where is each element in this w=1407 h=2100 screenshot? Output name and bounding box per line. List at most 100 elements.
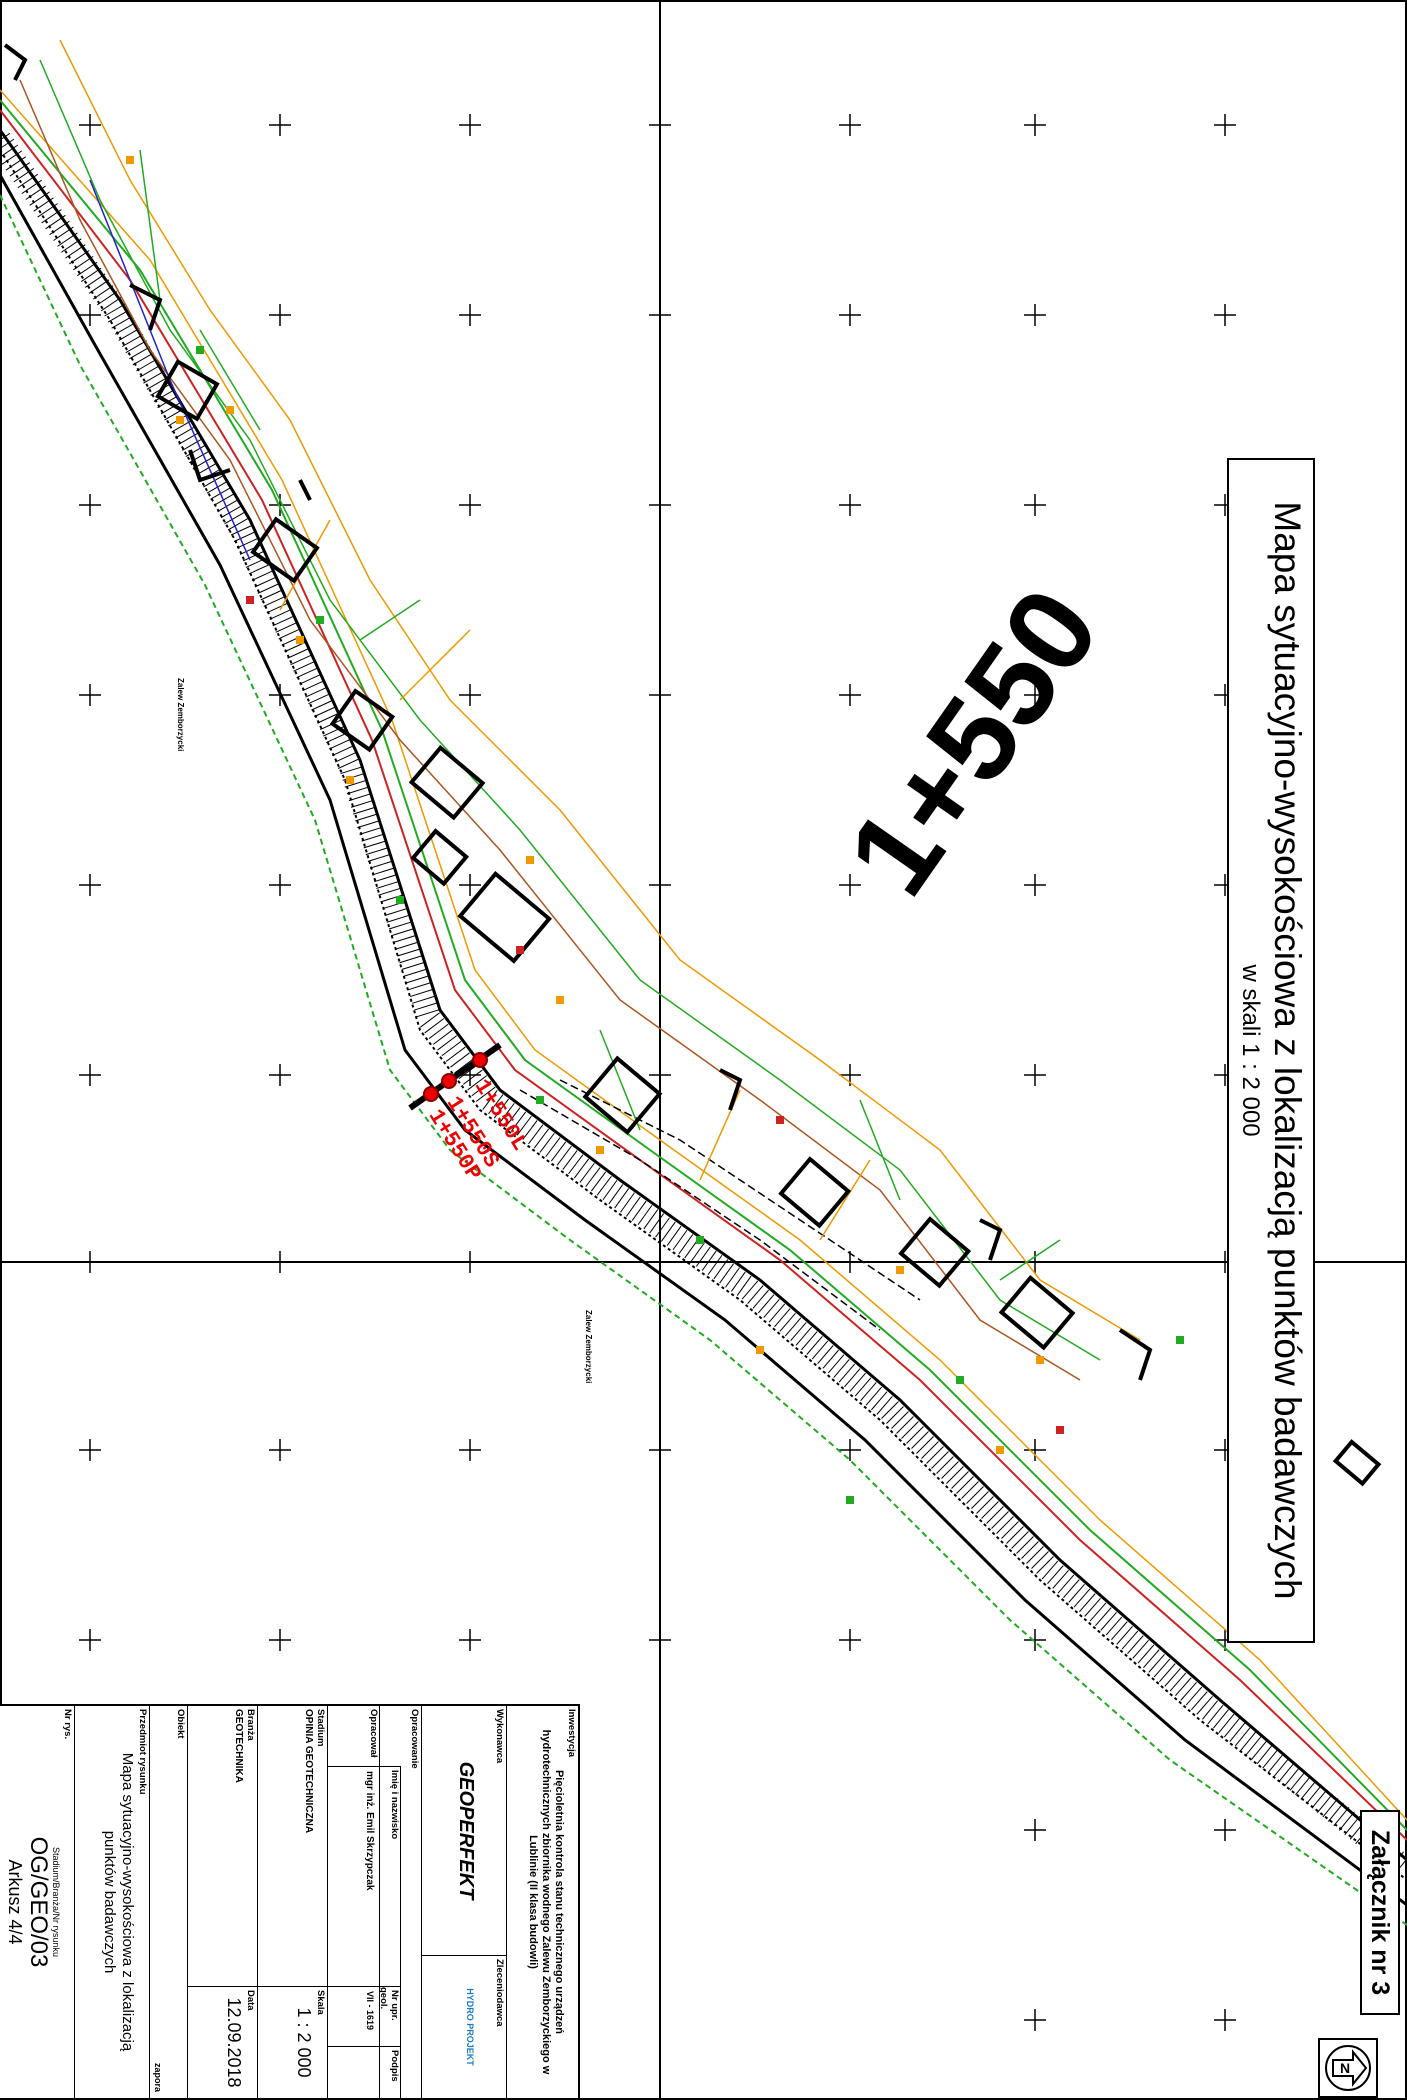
hatch-tick: [242, 550, 266, 562]
hatch-tick: [1240, 1731, 1257, 1751]
hatch-tick: [707, 1254, 723, 1276]
hatch-tick: [21, 179, 42, 195]
hatch-tick: [768, 1303, 786, 1323]
hatch-tick: [77, 261, 98, 277]
hatch-tick: [260, 589, 283, 601]
hatch-tick: [996, 1516, 1014, 1534]
map-scale: w skali 1 : 2 000: [1237, 964, 1264, 1137]
hatch-tick: [69, 250, 90, 265]
hatch-tick: [545, 1137, 561, 1158]
hatch-tick: [311, 699, 334, 711]
grid-cross: [839, 684, 861, 706]
hatch-tick: [1295, 1775, 1311, 1796]
hatch-tick: [399, 955, 423, 964]
hatch-tick: [230, 524, 254, 536]
survey-marker: [296, 636, 304, 644]
hatch-tick: [1229, 1722, 1246, 1742]
hatch-tick: [1036, 1556, 1054, 1574]
hatch-tick: [269, 608, 292, 620]
survey-marker: [696, 1236, 704, 1244]
grid-cross: [1024, 494, 1046, 516]
tb-subject: Mapa sytuacyjno-wysokościowa z lokalizac…: [101, 1752, 136, 2052]
hatch-tick: [1316, 1793, 1333, 1813]
hatch-tick: [441, 1040, 462, 1057]
map-title-box: Mapa sytuacyjno-wysokościowa z lokalizac…: [1227, 458, 1315, 1643]
hatch-tick: [795, 1326, 813, 1346]
hatch-tick: [405, 975, 429, 984]
grid-cross: [269, 1439, 291, 1461]
hatch-tick: [412, 995, 436, 1004]
hatch-tick: [1251, 1740, 1268, 1760]
survey-marker: [126, 156, 134, 164]
hatch-tick: [620, 1192, 635, 1213]
grid-cross: [649, 1439, 671, 1461]
borehole-1550l: [472, 1052, 488, 1068]
hatch-tick: [568, 1154, 584, 1175]
hatch-tick: [153, 389, 176, 402]
hatch-tick: [334, 751, 358, 763]
hatch-tick: [871, 1391, 888, 1411]
north-arrow-icon: N: [1318, 2038, 1378, 2098]
hatch-tick: [881, 1401, 899, 1419]
hatch-tick: [643, 1209, 659, 1230]
hatch-tick: [1111, 1621, 1128, 1641]
hatch-tick: [96, 291, 118, 306]
hatch-tick: [916, 1436, 934, 1454]
hatch-tick: [672, 1229, 688, 1251]
hatch-tick: [562, 1150, 578, 1170]
hatch-tick: [384, 907, 408, 916]
survey-marker: [756, 1346, 764, 1354]
hatch-tick: [432, 1029, 453, 1045]
hatch-tick: [539, 1132, 555, 1153]
hatch-tick: [308, 693, 331, 705]
hatch-tick: [359, 826, 383, 835]
hatch-tick: [378, 887, 402, 896]
hatch-tick: [701, 1250, 717, 1271]
hatch-tick: [1159, 1663, 1176, 1683]
tb-contractor: GEOPERFEKT: [455, 1761, 477, 1900]
hatch-tick: [891, 1411, 909, 1429]
hatch-tick: [1284, 1767, 1301, 1787]
hatch-tick: [353, 806, 377, 815]
hatch-tick: [25, 185, 46, 200]
hatch-tick: [1289, 1771, 1306, 1791]
hatch-tick: [125, 340, 147, 354]
hatch-tick: [5, 156, 27, 171]
hatch-tick: [139, 364, 161, 378]
hatch-tick: [181, 438, 204, 451]
grid-cross: [269, 1629, 291, 1651]
hatch-tick: [961, 1481, 979, 1499]
hatch-tick: [926, 1446, 944, 1464]
grid-cross: [79, 1251, 101, 1273]
hatch-tick: [437, 1035, 458, 1051]
hatch-tick: [13, 168, 35, 183]
grid-cross: [649, 1629, 671, 1651]
survey-marker: [176, 416, 184, 424]
hatch-tick: [236, 537, 260, 549]
hatch-tick: [493, 1098, 510, 1119]
hatch-tick: [784, 1317, 802, 1337]
hatch-tick: [725, 1267, 740, 1288]
hatch-tick: [528, 1124, 544, 1145]
hatch-tick: [414, 1002, 438, 1011]
tb-sheet: Arkusz 4/4: [5, 1859, 25, 1945]
hatch-tick: [275, 621, 298, 633]
hatch-tick: [931, 1451, 949, 1469]
hatch-tick: [1344, 1815, 1361, 1836]
hatch-tick: [763, 1299, 780, 1318]
grid-cross: [459, 304, 481, 326]
hatch-tick: [637, 1204, 653, 1226]
hatch-tick: [678, 1234, 694, 1255]
hatch-tick: [340, 765, 364, 775]
hatch-tick: [118, 328, 140, 341]
survey-marker: [1036, 1356, 1044, 1364]
hatch-tick: [287, 647, 310, 659]
hatch-tick: [278, 628, 301, 640]
hatch-tick: [1016, 1536, 1034, 1554]
grid-cross: [649, 114, 671, 136]
hatch-tick: [450, 1052, 470, 1068]
hatch-tick: [401, 961, 425, 970]
grid-cross: [1024, 1064, 1046, 1086]
hatch-tick: [146, 376, 168, 390]
hatch-tick: [666, 1225, 682, 1246]
